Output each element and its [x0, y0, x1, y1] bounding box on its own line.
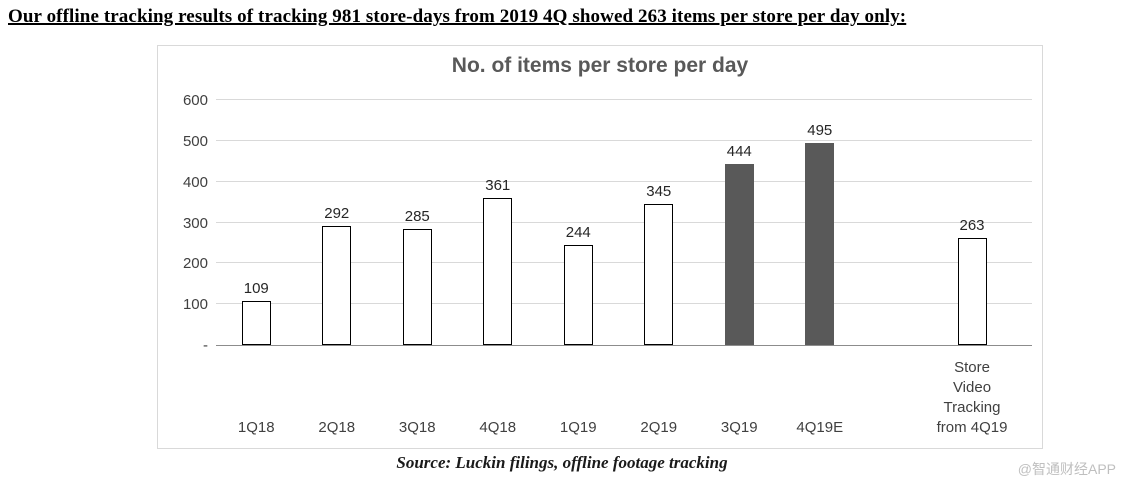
gridline [216, 139, 1032, 141]
bar-value-label: 285 [404, 207, 430, 225]
bar-value-label: 244 [565, 224, 591, 242]
bar-slot: 244 [538, 101, 619, 345]
x-axis-label: 4Q18 [479, 419, 517, 436]
x-axis-label: 3Q19 [720, 419, 758, 436]
x-axis-label: 3Q18 [398, 419, 436, 436]
x-axis-label: 2Q19 [640, 419, 678, 436]
y-tick-label: 200 [182, 255, 208, 273]
bars-row: 109 292 285 361 244 345 444 495 263 [216, 101, 1032, 345]
x-axis-label: 1Q19 [559, 419, 597, 436]
y-tick-label: 600 [182, 92, 208, 109]
y-tick-label: 400 [182, 173, 208, 191]
x-label-slot: 2Q19 [619, 352, 700, 438]
bar [402, 228, 432, 345]
bar-slot: 361 [458, 101, 539, 345]
x-label-slot: 4Q18 [458, 352, 539, 438]
bar-slot: 109 [216, 101, 297, 345]
x-label-slot: 1Q18 [216, 352, 297, 438]
x-axis-label: Store Video Tracking from 4Q19 [936, 359, 1008, 436]
y-tick-label: - [203, 337, 208, 354]
source-caption: Source: Luckin filings, offline footage … [396, 453, 728, 472]
bar-value-label: 444 [726, 142, 752, 160]
bar [957, 237, 987, 345]
y-tick-label: 500 [182, 132, 208, 150]
x-label-slot: 3Q19 [699, 352, 780, 438]
x-label-slot: Store Video Tracking from 4Q19 [912, 352, 1032, 438]
bar-value-label: 109 [243, 279, 269, 297]
x-axis-row: 1Q18 2Q18 3Q18 4Q18 1Q19 2Q19 3Q19 4Q19E Store V… [216, 352, 1032, 438]
bar-slot: 263 [912, 101, 1032, 345]
bar-value-label: 361 [485, 176, 511, 194]
bar-slot: 285 [377, 101, 458, 345]
bar [805, 142, 835, 345]
bar-slot: 345 [619, 101, 700, 345]
gridline [216, 221, 1032, 223]
gridline [216, 303, 1032, 305]
x-axis-label: 2Q18 [318, 419, 356, 436]
gridline [216, 180, 1032, 182]
bar-value-label: 263 [959, 216, 985, 234]
bar-value-label: 495 [807, 121, 833, 139]
x-axis-label: 4Q19E [796, 419, 844, 436]
axis-gap [860, 352, 912, 438]
watermark: @智通财经APP [1017, 461, 1116, 477]
x-axis-label: 1Q18 [237, 419, 275, 436]
bar [644, 204, 674, 345]
gridline [216, 99, 1032, 100]
bar [322, 225, 352, 345]
chart-card: No. of items per store per day - 100 200 30… [157, 45, 1043, 449]
page-headline: Our offline tracking results of tracking… [8, 6, 907, 27]
bar [563, 245, 593, 345]
y-tick-label: 300 [182, 214, 208, 232]
bar-slot: 444 [699, 101, 780, 345]
y-axis: - 100 200 300 400 500 600 [158, 92, 208, 354]
bar-value-label: 292 [324, 204, 350, 222]
gridline [216, 262, 1032, 264]
x-label-slot: 4Q19E [780, 352, 861, 438]
bar-slot: 495 [780, 101, 861, 345]
bar [483, 197, 513, 345]
bar-slot: 292 [297, 101, 378, 345]
x-label-slot: 3Q18 [377, 352, 458, 438]
chart-title: No. of items per store per day [451, 54, 749, 77]
x-label-slot: 1Q19 [538, 352, 619, 438]
x-label-slot: 2Q18 [297, 352, 378, 438]
bar-value-label: 345 [646, 183, 672, 201]
bar [241, 300, 271, 345]
bar [724, 163, 754, 345]
plot-area: 109 292 285 361 244 345 444 495 263 [216, 99, 1032, 346]
y-tick-label: 100 [182, 296, 208, 314]
